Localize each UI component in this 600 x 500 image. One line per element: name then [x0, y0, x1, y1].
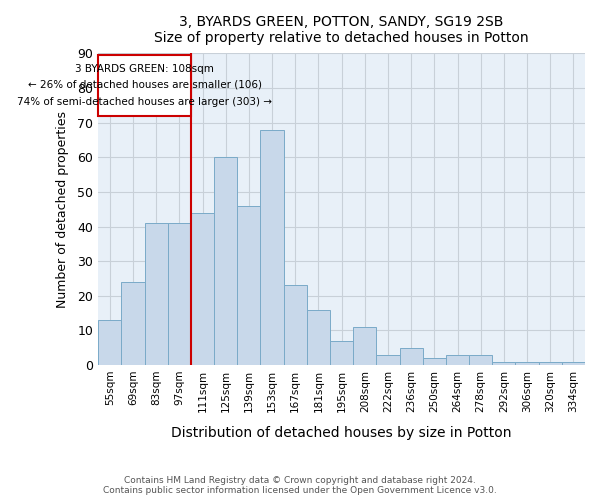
Bar	[98, 320, 121, 365]
Bar	[191, 212, 214, 365]
Bar	[353, 327, 376, 365]
Bar	[423, 358, 446, 365]
Text: ← 26% of detached houses are smaller (106): ← 26% of detached houses are smaller (10…	[28, 80, 262, 90]
FancyBboxPatch shape	[98, 55, 191, 116]
Bar	[307, 310, 330, 365]
X-axis label: Distribution of detached houses by size in Potton: Distribution of detached houses by size …	[172, 426, 512, 440]
Y-axis label: Number of detached properties: Number of detached properties	[56, 110, 69, 308]
Text: 3 BYARDS GREEN: 108sqm: 3 BYARDS GREEN: 108sqm	[75, 64, 214, 74]
Bar	[376, 354, 400, 365]
Text: 74% of semi-detached houses are larger (303) →: 74% of semi-detached houses are larger (…	[17, 97, 272, 107]
Bar	[469, 354, 492, 365]
Bar	[492, 362, 515, 365]
Bar	[515, 362, 539, 365]
Text: Contains HM Land Registry data © Crown copyright and database right 2024.
Contai: Contains HM Land Registry data © Crown c…	[103, 476, 497, 495]
Bar	[168, 223, 191, 365]
Bar	[284, 286, 307, 365]
Title: 3, BYARDS GREEN, POTTON, SANDY, SG19 2SB
Size of property relative to detached h: 3, BYARDS GREEN, POTTON, SANDY, SG19 2SB…	[154, 15, 529, 45]
Bar	[237, 206, 260, 365]
Bar	[539, 362, 562, 365]
Bar	[214, 157, 237, 365]
Bar	[446, 354, 469, 365]
Bar	[562, 362, 585, 365]
Bar	[260, 130, 284, 365]
Bar	[330, 341, 353, 365]
Bar	[145, 223, 168, 365]
Bar	[400, 348, 423, 365]
Bar	[121, 282, 145, 365]
